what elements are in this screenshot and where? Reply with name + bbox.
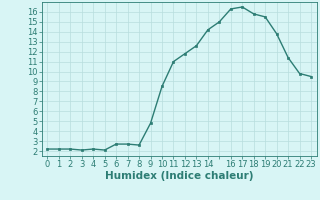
X-axis label: Humidex (Indice chaleur): Humidex (Indice chaleur)	[105, 171, 253, 181]
